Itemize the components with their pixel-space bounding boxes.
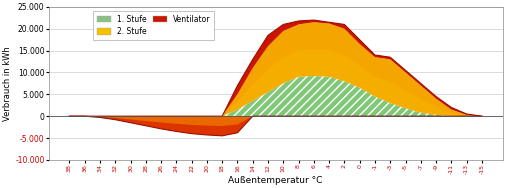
Legend: 1. Stufe, 2. Stufe, Ventilator: 1. Stufe, 2. Stufe, Ventilator bbox=[93, 11, 214, 40]
X-axis label: Außentemperatur °C: Außentemperatur °C bbox=[228, 176, 322, 185]
Y-axis label: Verbrauch in kWh: Verbrauch in kWh bbox=[4, 46, 13, 121]
